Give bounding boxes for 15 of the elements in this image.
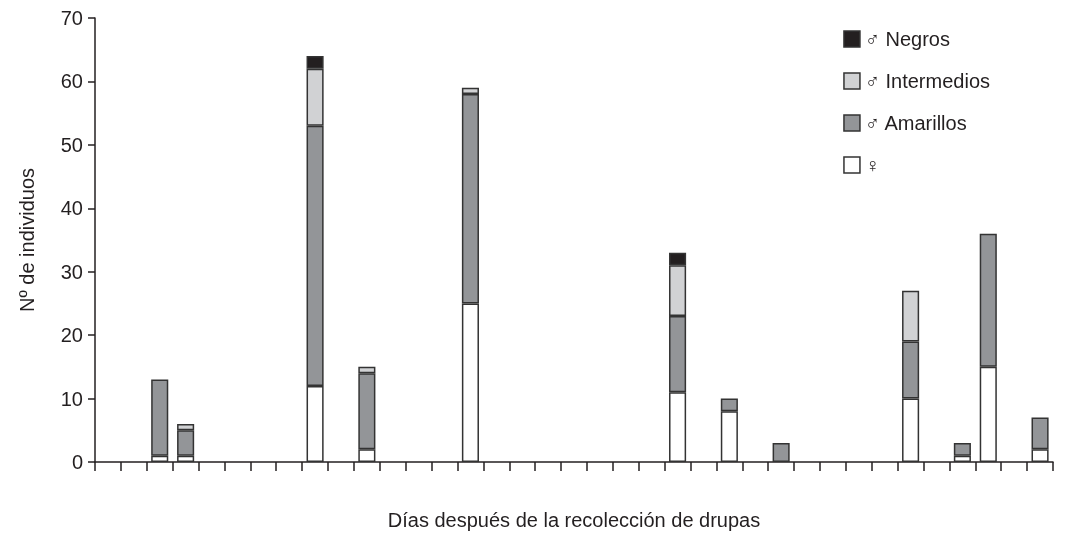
y-tick-label: 0 — [71, 451, 83, 473]
y-tick-label: 20 — [60, 324, 83, 347]
y-tick-label: 10 — [60, 387, 83, 410]
y-tick-label: 70 — [60, 7, 83, 29]
x-axis-title: Días después de la recolección de drupas — [387, 509, 761, 531]
y-tick-label: 50 — [60, 133, 83, 156]
legend-label: ♂ Negros — [864, 28, 950, 50]
legend-label: ♂ Amarillos — [864, 112, 967, 134]
bar — [772, 442, 790, 462]
y-tick-label: 60 — [60, 70, 83, 93]
legend-label: ♂ Intermedios — [864, 70, 991, 92]
y-tick-label: 30 — [60, 260, 83, 283]
legend-label: ♀ — [864, 154, 880, 176]
y-tick-label: 40 — [60, 197, 83, 220]
y-axis-title: Nº de individuos — [16, 167, 38, 313]
